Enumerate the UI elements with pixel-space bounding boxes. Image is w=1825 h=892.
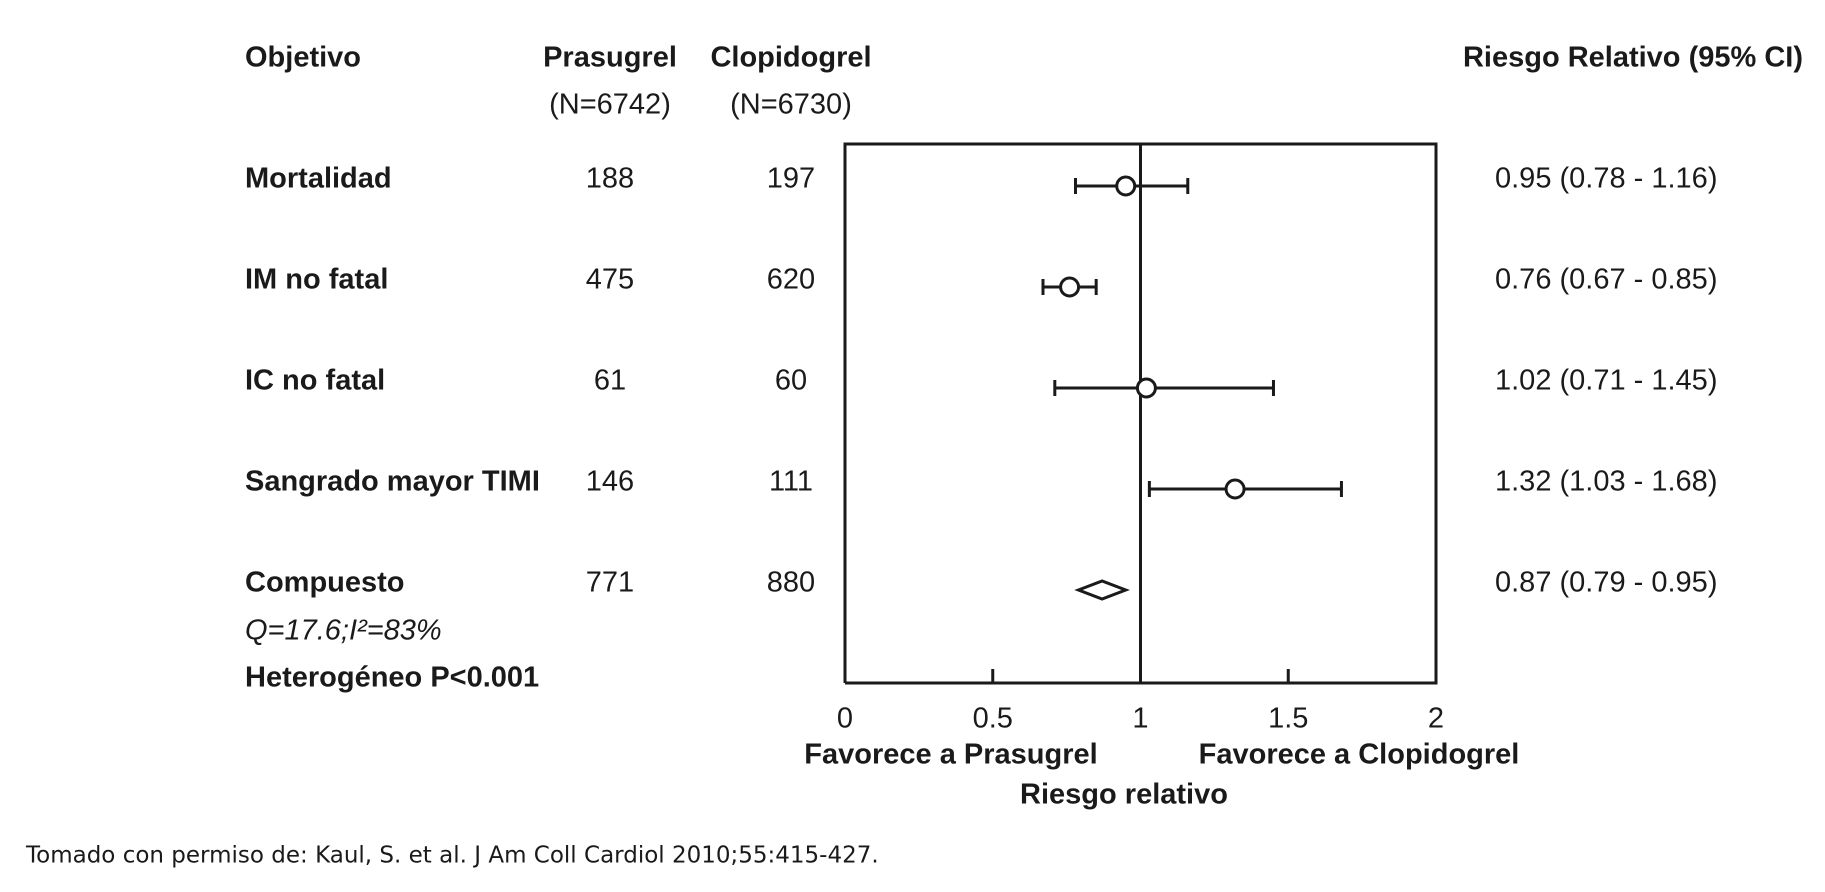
value-label: 0.95 (0.78 - 1.16): [1495, 163, 1717, 195]
row-label: Sangrado mayor TIMI: [245, 466, 540, 498]
count: 475: [586, 264, 634, 296]
value-label: 1.02 (0.71 - 1.45): [1495, 365, 1717, 397]
group-n: (N=6742): [549, 89, 671, 121]
effect-header: Riesgo Relativo (95% CI): [1463, 42, 1803, 74]
plot-frame: [843, 142, 1438, 685]
count: 197: [767, 163, 815, 195]
left-label: Favorece a Prasugrel: [804, 739, 1097, 771]
x-tick-label: 0: [837, 703, 853, 735]
note: Heterogéneo P<0.001: [245, 662, 539, 694]
point: [1224, 478, 1246, 500]
x-tick-label: 2: [1428, 703, 1444, 735]
group-header: Prasugrel: [543, 42, 677, 74]
count: 771: [586, 567, 634, 599]
count: 61: [594, 365, 626, 397]
x-tick-label: 0.5: [973, 703, 1013, 735]
point: [1115, 175, 1137, 197]
value-label: 0.87 (0.79 - 0.95): [1495, 567, 1717, 599]
x-axis-label: Riesgo relativo: [1020, 779, 1228, 811]
x-tick-label: 1.5: [1268, 703, 1308, 735]
group-header: Clopidogrel: [710, 42, 871, 74]
diamond: [1074, 579, 1130, 601]
count: 620: [767, 264, 815, 296]
x-tick-label: 1: [1132, 703, 1148, 735]
source: Tomado con permiso de: Kaul, S. et al. J…: [25, 843, 879, 869]
count: 188: [586, 163, 634, 195]
count: 111: [769, 466, 813, 498]
row-label: IM no fatal: [245, 264, 388, 296]
group-n: (N=6730): [730, 89, 852, 121]
point: [1059, 276, 1081, 298]
count: 146: [586, 466, 634, 498]
point: [1135, 377, 1157, 399]
row-label: Compuesto: [245, 567, 405, 599]
row-label: IC no fatal: [245, 365, 385, 397]
right-label: Favorece a Clopidogrel: [1199, 739, 1520, 771]
count: 60: [775, 365, 807, 397]
value-label: 0.76 (0.67 - 0.85): [1495, 264, 1717, 296]
count: 880: [767, 567, 815, 599]
note: Q=17.6;I²=83%: [245, 615, 442, 647]
column-header: Objetivo: [245, 42, 361, 74]
value-label: 1.32 (1.03 - 1.68): [1495, 466, 1717, 498]
row-label: Mortalidad: [245, 163, 392, 195]
